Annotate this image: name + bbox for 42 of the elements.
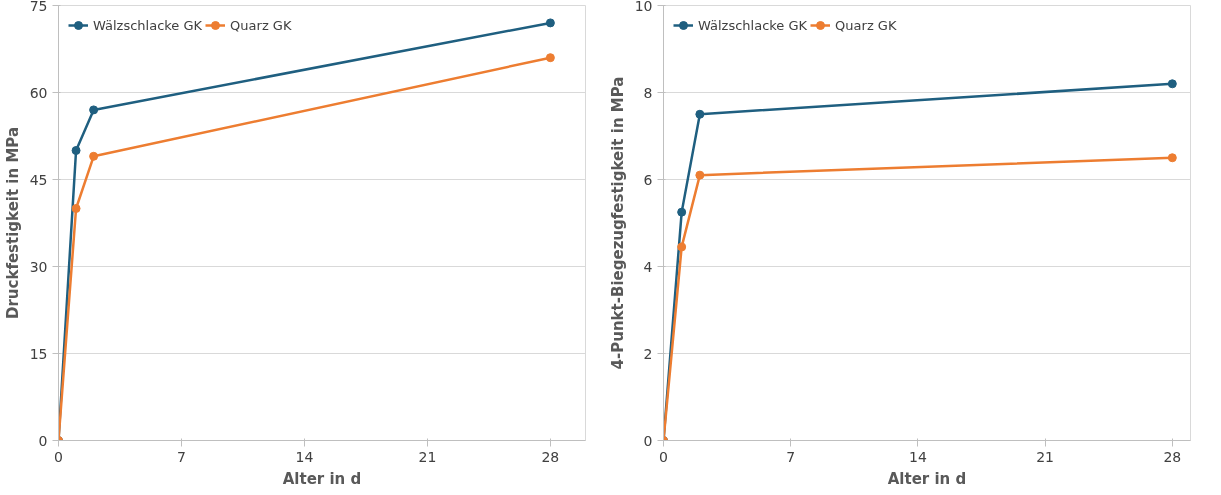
point bbox=[695, 170, 705, 180]
y-axis-title: Druckfestigkeit in MPa bbox=[3, 126, 22, 320]
legend-label: Quarz GK bbox=[835, 17, 897, 33]
y-tick-label: 45 bbox=[29, 171, 48, 188]
x-tick-label: 14 bbox=[295, 448, 314, 465]
x-axis-title: Alter in d bbox=[282, 469, 362, 488]
legend-label: Wälzschlacke GK bbox=[93, 17, 203, 33]
point bbox=[695, 109, 705, 119]
y-tick-label: 4 bbox=[643, 258, 653, 275]
point bbox=[1167, 153, 1177, 163]
x-tick-label: 0 bbox=[659, 448, 668, 465]
y-axis-title: 4-Punkt-Biegezugfestigkeit in MPa bbox=[608, 76, 627, 370]
point bbox=[545, 18, 555, 28]
legend-label: Wälzschlacke GK bbox=[698, 17, 808, 33]
point bbox=[89, 105, 99, 115]
x-tick-label: 28 bbox=[541, 448, 560, 465]
y-tick-label: 8 bbox=[643, 84, 653, 101]
x-tick-label: 7 bbox=[786, 448, 796, 465]
x-tick-label: 14 bbox=[909, 448, 927, 465]
x-tick-label: 7 bbox=[177, 448, 186, 465]
y-tick-label: 6 bbox=[643, 171, 653, 188]
y-tick-label: 60 bbox=[29, 84, 48, 101]
x-tick-label: 21 bbox=[418, 448, 437, 465]
point bbox=[545, 53, 555, 63]
point bbox=[89, 151, 99, 161]
point bbox=[677, 242, 687, 252]
y-tick-label: 75 bbox=[29, 0, 48, 14]
x-tick-label: 28 bbox=[1163, 448, 1182, 465]
legend-label: Quarz GK bbox=[230, 17, 292, 33]
x-tick-label: 21 bbox=[1036, 448, 1055, 465]
y-tick-label: 30 bbox=[29, 258, 48, 275]
y-tick-label: 0 bbox=[643, 432, 653, 449]
point bbox=[677, 207, 687, 217]
point bbox=[71, 204, 81, 213]
point bbox=[71, 146, 81, 155]
y-tick-label: 0 bbox=[38, 432, 48, 449]
y-tick-label: 10 bbox=[634, 0, 653, 14]
point bbox=[1167, 79, 1177, 89]
y-tick-label: 2 bbox=[643, 345, 653, 362]
x-axis-title: Alter in d bbox=[887, 469, 967, 488]
y-tick-label: 15 bbox=[29, 345, 48, 362]
x-tick-label: 0 bbox=[54, 448, 63, 465]
